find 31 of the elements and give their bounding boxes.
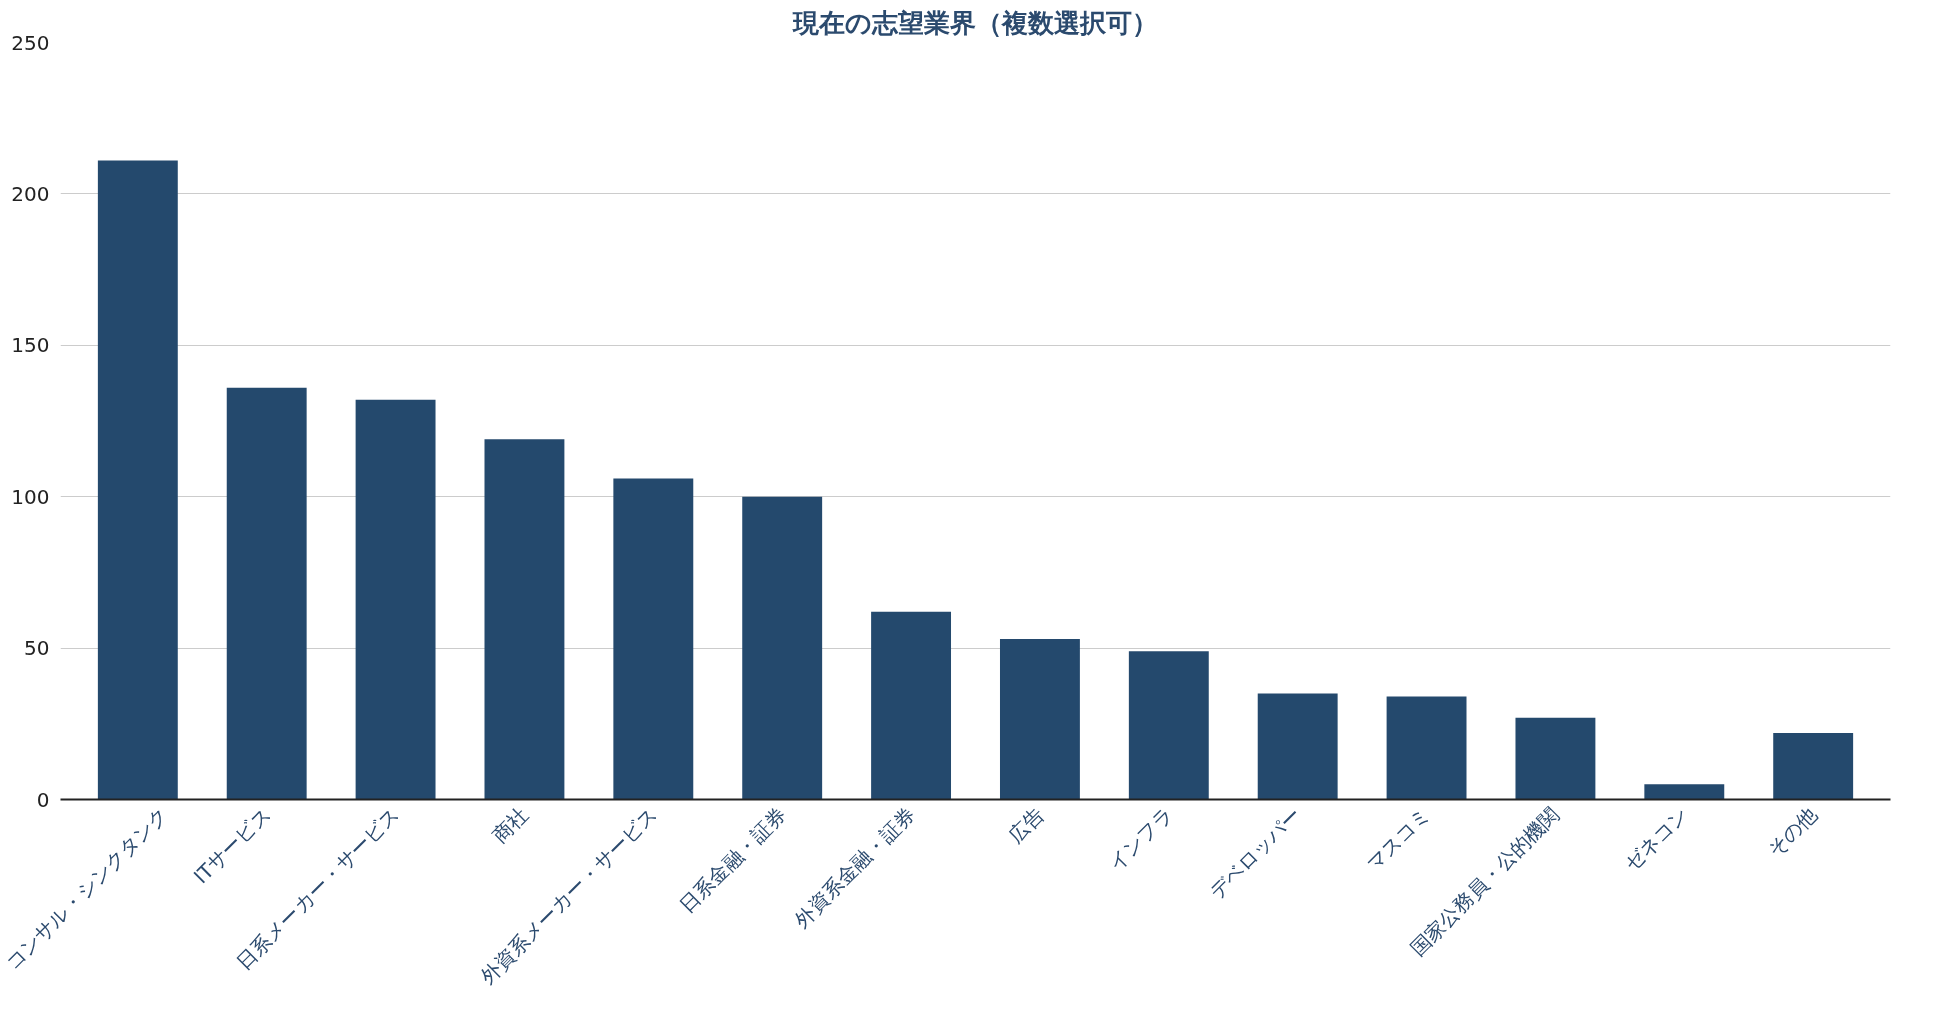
bar bbox=[1128, 651, 1209, 800]
x-tick-label: 外資系金融・証券 bbox=[789, 802, 920, 933]
x-tick-label: デベロッパー bbox=[1204, 802, 1307, 904]
bar bbox=[484, 439, 565, 800]
bar bbox=[613, 478, 694, 800]
x-tick-label: ゼネコン bbox=[1619, 802, 1693, 876]
bar bbox=[1515, 717, 1596, 800]
bar bbox=[97, 160, 178, 800]
bar bbox=[226, 387, 307, 800]
bar bbox=[742, 496, 823, 800]
bar bbox=[1257, 693, 1338, 800]
x-tick-label: ITサービス bbox=[188, 802, 276, 889]
x-tick-label: マスコミ bbox=[1361, 802, 1436, 876]
y-tick-label: 150 bbox=[11, 333, 50, 358]
bar bbox=[1386, 696, 1467, 800]
bar bbox=[871, 611, 952, 800]
x-tick-label: 日系金融・証券 bbox=[674, 802, 791, 918]
bar bbox=[1773, 732, 1854, 800]
y-tick-label: 100 bbox=[11, 484, 50, 509]
bar bbox=[1644, 784, 1725, 800]
x-tick-label: 商社 bbox=[487, 802, 533, 848]
x-tick-label: 広告 bbox=[1003, 802, 1049, 848]
chart-title: 現在の志望業界（複数選択可） bbox=[792, 7, 1158, 38]
x-tick-label: その他 bbox=[1762, 802, 1822, 862]
y-tick-label: 200 bbox=[11, 181, 50, 206]
y-tick-label: 250 bbox=[11, 30, 50, 55]
x-tick-label: インフラ bbox=[1103, 802, 1178, 876]
y-tick-label: 50 bbox=[24, 636, 50, 661]
bar bbox=[999, 639, 1080, 800]
bar bbox=[355, 399, 436, 800]
y-tick-label: 0 bbox=[36, 787, 50, 812]
